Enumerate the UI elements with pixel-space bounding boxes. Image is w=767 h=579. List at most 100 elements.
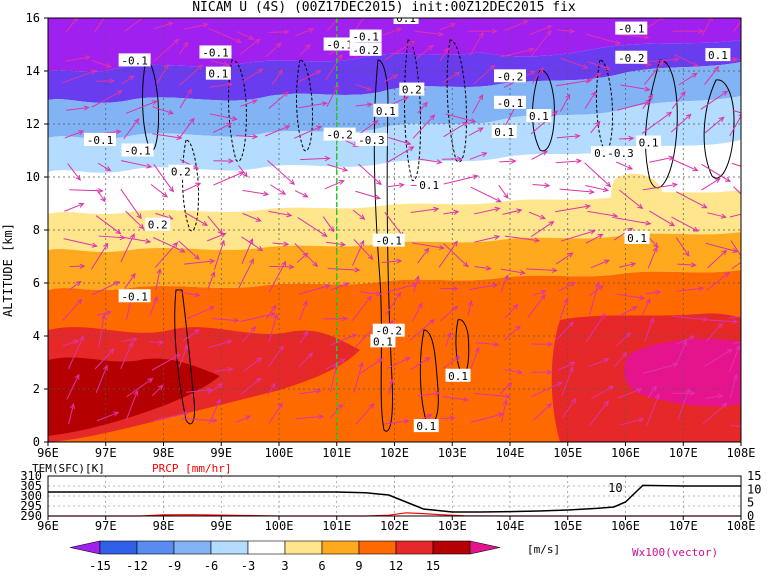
contour-label: 0.1 (625, 231, 650, 245)
y-tick-label: 8 (33, 223, 40, 237)
contour-label: -0.2 (494, 69, 526, 83)
x-tick-label: 100E (265, 519, 294, 533)
svg-text:-0.1: -0.1 (618, 23, 645, 36)
svg-text:0.1: 0.1 (494, 126, 514, 139)
colorbar-swatch (396, 541, 433, 554)
svg-text:-0.1: -0.1 (121, 54, 148, 67)
svg-text:-0.1: -0.1 (121, 290, 148, 303)
y-right-tick-label: 10 (747, 482, 761, 496)
contour-label: -0.2 (350, 43, 382, 57)
svg-text:-0.1: -0.1 (124, 145, 151, 158)
contour-label: -0.1 (84, 133, 116, 147)
x-tick-label: 104E (496, 446, 525, 460)
svg-text:0.1: 0.1 (208, 68, 228, 81)
svg-text:-0.1: -0.1 (326, 39, 353, 52)
colorbar-swatch (211, 541, 248, 554)
x-tick-label: 98E (153, 446, 175, 460)
contour-label: 0.1 (446, 369, 471, 383)
contour-label: 0.1 (705, 48, 730, 62)
svg-text:-0.3: -0.3 (358, 134, 385, 147)
contour-label: -0.1 (122, 144, 154, 158)
contour-label: -0.1 (494, 96, 526, 110)
contour-label: 0.1 (417, 178, 442, 192)
colorbar-tick-label: 12 (389, 559, 403, 573)
wind-vector (734, 2, 755, 31)
colorbar-arrow-high (470, 541, 500, 554)
y-tick-label: 6 (33, 276, 40, 290)
colorbar-swatch (248, 541, 285, 554)
contour-label: -0.3 (355, 133, 387, 147)
svg-text:-0.1: -0.1 (87, 134, 114, 147)
colorbar-swatch (433, 541, 470, 554)
y-right-tick-label: 0 (747, 509, 754, 523)
contour-label: -0.2 (615, 51, 647, 65)
x-tick-label: 99E (210, 446, 232, 460)
svg-text:-0.1: -0.1 (352, 31, 379, 44)
contour-label: -0.1 (119, 289, 151, 303)
colorbar-swatch (174, 541, 211, 554)
vector-legend-label: Wx100(vector) (632, 546, 718, 559)
svg-text:0.1: 0.1 (627, 232, 647, 245)
chart-title: NICAM U (4S) (00Z17DEC2015) init:00Z12DE… (192, 0, 576, 15)
y-tick-label: 10 (26, 170, 40, 184)
svg-text:0.1: 0.1 (376, 105, 396, 118)
svg-text:-0.1: -0.1 (497, 97, 524, 110)
surface-annotation: 10 (608, 481, 622, 495)
colorbar-tick-label: 9 (355, 559, 362, 573)
y-tick-label: 12 (26, 117, 40, 131)
colorbar-tick-label: 6 (318, 559, 325, 573)
colorbar-swatch (100, 541, 137, 554)
contour-label: 0.1 (526, 109, 551, 123)
legend-temperature: TEM(SFC)[K] (32, 462, 105, 475)
contour-label: -0.1 (373, 234, 405, 248)
x-tick-label: 102E (380, 446, 409, 460)
y-tick-label: 0 (33, 435, 40, 449)
x-tick-label: 100E (265, 446, 294, 460)
colorbar-unit: [m/s] (527, 543, 560, 556)
svg-text:0.1: 0.1 (419, 179, 439, 192)
contour-label: 0.2 (168, 165, 193, 179)
svg-text:0.2: 0.2 (402, 84, 422, 97)
svg-text:-0.2: -0.2 (326, 129, 353, 142)
contour-label: 0.2 (399, 83, 424, 97)
contour-label: 0.1 (206, 67, 231, 81)
svg-text:0.2: 0.2 (148, 219, 168, 232)
svg-text:-0.1: -0.1 (375, 235, 402, 248)
svg-text:0.1: 0.1 (416, 420, 436, 433)
svg-text:0.-0.3: 0.-0.3 (594, 147, 634, 160)
x-tick-label: 106E (611, 446, 640, 460)
x-tick-label: 97E (95, 519, 117, 533)
x-tick-label: 106E (611, 519, 640, 533)
x-tick-label: 108E (727, 446, 756, 460)
x-tick-label: 105E (553, 446, 582, 460)
x-tick-label: 104E (496, 519, 525, 533)
colorbar-tick-label: 15 (426, 559, 440, 573)
y-left-tick-label: 310 (20, 469, 42, 483)
svg-text:0.1: 0.1 (373, 335, 393, 348)
colorbar-tick-label: -6 (204, 559, 218, 573)
y-tick-label: 14 (26, 64, 40, 78)
colorbar-arrow-low (70, 541, 100, 554)
y-tick-label: 4 (33, 329, 40, 343)
legend-precipitation: PRCP [mm/hr] (152, 462, 231, 475)
colorbar-tick-label: -3 (241, 559, 255, 573)
contour-label: -0.1 (199, 45, 231, 59)
contour-label: 0.-0.3 (591, 146, 637, 160)
colorbar-tick-label: -15 (89, 559, 111, 573)
x-tick-label: 96E (37, 446, 59, 460)
colorbar-swatch (322, 541, 359, 554)
x-tick-label: 97E (95, 446, 117, 460)
svg-text:-0.2: -0.2 (497, 70, 524, 83)
svg-text:0.1: 0.1 (708, 49, 728, 62)
contour-label: 0.1 (373, 104, 398, 118)
x-tick-label: 102E (380, 519, 409, 533)
colorbar-swatch (137, 541, 174, 554)
contour-label: 0.1 (414, 419, 439, 433)
x-tick-label: 107E (669, 446, 698, 460)
contour-label: 0.1 (370, 334, 395, 348)
svg-text:-0.2: -0.2 (352, 44, 379, 57)
contour-label: 0.1 (636, 136, 661, 150)
colorbar-swatch (359, 541, 396, 554)
